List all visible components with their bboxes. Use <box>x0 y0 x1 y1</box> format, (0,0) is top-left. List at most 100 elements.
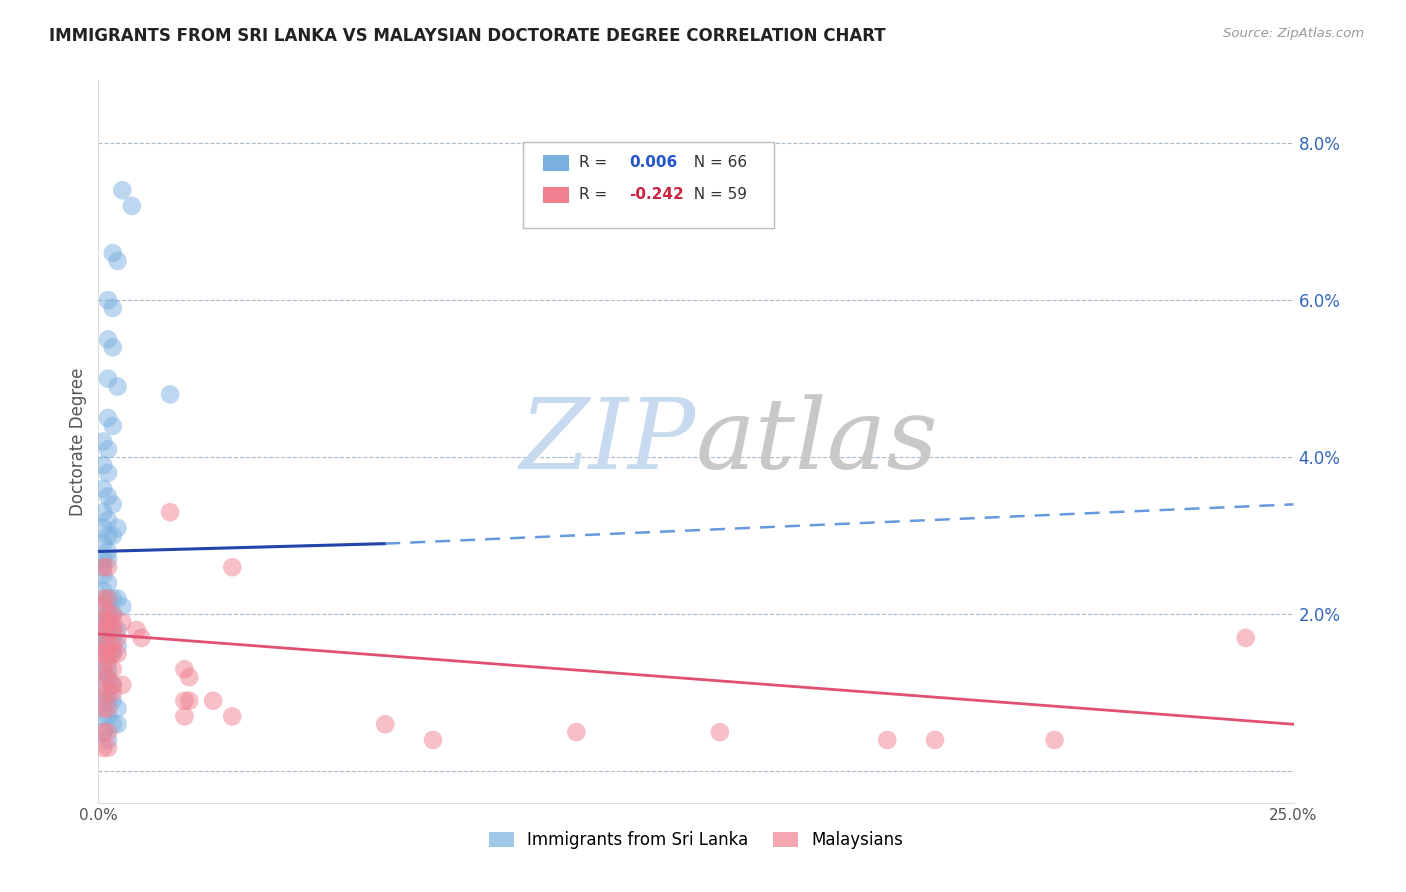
Point <box>91 552 114 566</box>
Point <box>101 686 124 700</box>
Point <box>91 655 114 669</box>
Point <box>91 709 114 723</box>
Point <box>91 434 114 449</box>
Point <box>97 544 120 558</box>
Point <box>1043 733 1066 747</box>
Point <box>107 253 129 268</box>
Point <box>101 591 124 606</box>
Point <box>173 694 195 708</box>
Point <box>101 607 124 622</box>
Point <box>97 623 120 637</box>
Point <box>101 717 124 731</box>
Point <box>97 293 120 308</box>
Text: 0.006: 0.006 <box>628 155 678 170</box>
Point <box>97 591 120 606</box>
Point <box>91 740 114 755</box>
Point <box>107 717 129 731</box>
Point <box>101 607 124 622</box>
Point <box>91 560 114 574</box>
Point <box>101 529 124 543</box>
Point <box>97 333 120 347</box>
Text: R =: R = <box>579 155 612 170</box>
Point <box>91 639 114 653</box>
Point <box>97 560 120 574</box>
Point <box>221 560 243 574</box>
Text: -0.242: -0.242 <box>628 187 683 202</box>
Point <box>91 639 114 653</box>
Text: Source: ZipAtlas.com: Source: ZipAtlas.com <box>1223 27 1364 40</box>
Point <box>97 662 120 676</box>
Point <box>101 647 124 661</box>
Point <box>91 725 114 739</box>
Point <box>101 678 124 692</box>
Point <box>97 670 120 684</box>
Point <box>97 513 120 527</box>
Point <box>91 694 114 708</box>
Point <box>91 623 114 637</box>
Point <box>97 490 120 504</box>
Point <box>107 591 129 606</box>
Point <box>107 701 129 715</box>
Point <box>97 701 120 715</box>
Point <box>91 458 114 472</box>
Point <box>97 740 120 755</box>
Point <box>924 733 946 747</box>
Point <box>91 615 114 630</box>
Point <box>565 725 588 739</box>
Point <box>159 505 181 519</box>
Point <box>97 607 120 622</box>
Y-axis label: Doctorate Degree: Doctorate Degree <box>69 368 87 516</box>
Point <box>91 662 114 676</box>
Point <box>101 623 124 637</box>
Point <box>97 442 120 457</box>
Point <box>97 631 120 645</box>
Point <box>101 340 124 354</box>
Point <box>131 631 153 645</box>
Point <box>107 639 129 653</box>
Point <box>101 694 124 708</box>
Point <box>125 623 148 637</box>
Point <box>111 183 134 197</box>
Point <box>374 717 396 731</box>
Point <box>91 560 114 574</box>
Point <box>91 505 114 519</box>
Point <box>101 631 124 645</box>
Point <box>101 623 124 637</box>
Point <box>876 733 898 747</box>
Point <box>179 694 201 708</box>
Point <box>97 639 120 653</box>
Point <box>97 725 120 739</box>
Point <box>422 733 444 747</box>
Point <box>107 631 129 645</box>
Point <box>101 662 124 676</box>
Point <box>97 647 120 661</box>
Point <box>97 591 120 606</box>
Point <box>97 694 120 708</box>
Text: IMMIGRANTS FROM SRI LANKA VS MALAYSIAN DOCTORATE DEGREE CORRELATION CHART: IMMIGRANTS FROM SRI LANKA VS MALAYSIAN D… <box>49 27 886 45</box>
Point <box>107 379 129 393</box>
Point <box>107 623 129 637</box>
Point <box>97 709 120 723</box>
Text: atlas: atlas <box>696 394 939 489</box>
Point <box>97 647 120 661</box>
Point <box>91 521 114 535</box>
FancyBboxPatch shape <box>543 187 569 203</box>
Point <box>173 709 195 723</box>
Point <box>101 639 124 653</box>
Point <box>709 725 731 739</box>
Text: ZIP: ZIP <box>520 394 696 489</box>
Point <box>91 583 114 598</box>
Point <box>97 686 120 700</box>
Point <box>121 199 143 213</box>
Text: N = 66: N = 66 <box>685 155 747 170</box>
Point <box>91 599 114 614</box>
Point <box>91 647 114 661</box>
Point <box>221 709 243 723</box>
Point <box>97 529 120 543</box>
Point <box>91 631 114 645</box>
Point <box>101 615 124 630</box>
Point <box>97 372 120 386</box>
Point <box>179 670 201 684</box>
Point <box>97 411 120 425</box>
Point <box>97 552 120 566</box>
